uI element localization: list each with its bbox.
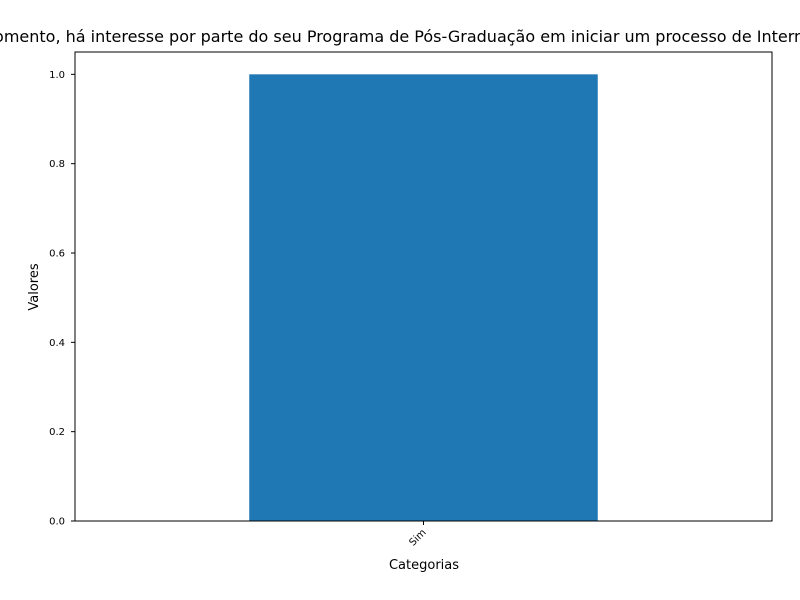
y-tick-label: 0.2	[49, 427, 65, 438]
bar-sim	[249, 74, 598, 521]
y-tick-label: 0.4	[49, 338, 65, 349]
x-axis-label: Categorias	[389, 558, 459, 573]
x-tick-label: Sim	[407, 527, 428, 548]
chart-title: Neste momento, há interesse por parte do…	[0, 27, 800, 46]
y-axis: 0.0 0.2 0.4 0.6 0.8 1.0	[49, 70, 75, 528]
y-tick-label: 1.0	[49, 70, 65, 81]
y-tick-label: 0.0	[49, 517, 65, 528]
y-tick-label: 0.8	[49, 159, 65, 170]
x-axis: Sim	[407, 521, 429, 548]
bars-group	[249, 74, 598, 521]
y-tick-label: 0.6	[49, 249, 65, 260]
y-axis-label: Valores	[27, 263, 42, 310]
